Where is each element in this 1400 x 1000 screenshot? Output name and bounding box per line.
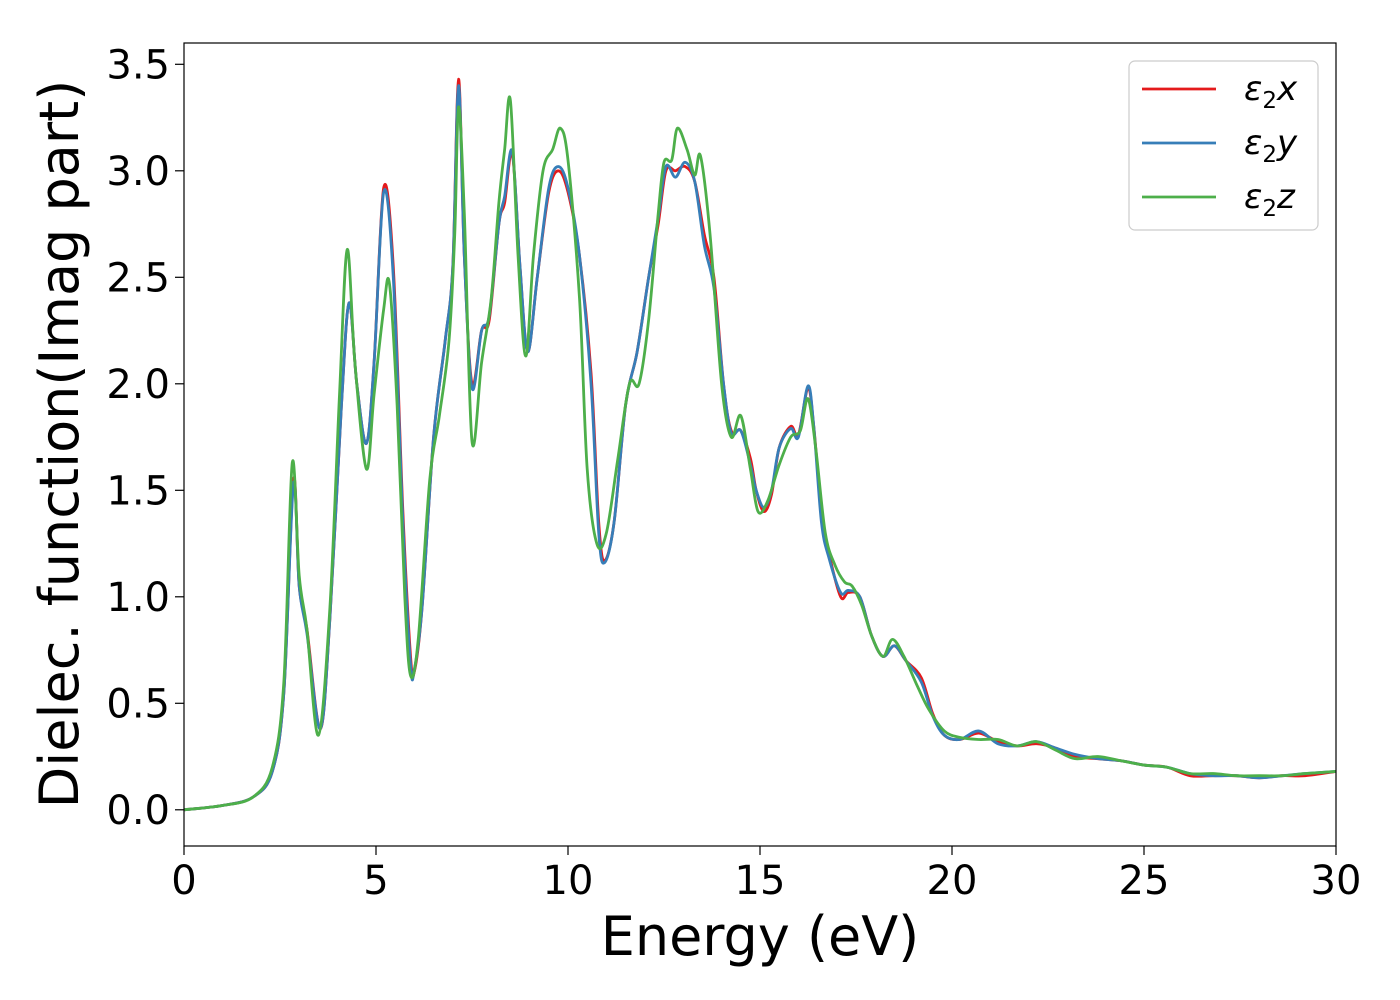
legend: ε2x ε2y ε2z <box>1128 60 1319 231</box>
y-tick-label: 2.0 <box>106 362 170 408</box>
x-tick-label: 15 <box>735 858 786 904</box>
legend-label-2: ε2y <box>1244 123 1298 168</box>
y-tick-label: 3.0 <box>106 149 170 195</box>
x-axis-ticks: 0 5 10 15 20 25 30 <box>171 846 1361 904</box>
legend-label-3: ε2z <box>1244 177 1296 222</box>
series-line-3 <box>184 95 1336 812</box>
x-axis-title: Energy (eV) <box>601 905 920 968</box>
y-tick-label: 0.0 <box>106 788 170 834</box>
series-line-2 <box>184 84 1336 812</box>
x-tick-label: 10 <box>543 858 594 904</box>
legend-box <box>1128 60 1319 231</box>
legend-label-1: ε2x <box>1244 69 1298 114</box>
series-layer <box>184 77 1336 812</box>
x-tick-label: 0 <box>171 858 196 904</box>
y-tick-label: 1.0 <box>106 575 170 621</box>
x-tick-label: 30 <box>1311 858 1362 904</box>
y-tick-label: 1.5 <box>106 468 170 514</box>
y-tick-label: 3.5 <box>106 42 170 88</box>
y-axis-title: Dielec. function(Imag part) <box>28 80 91 809</box>
x-tick-label: 5 <box>363 858 388 904</box>
y-tick-label: 0.5 <box>106 681 170 727</box>
y-axis-ticks: 0.0 0.5 1.0 1.5 2.0 2.5 3.0 3.5 <box>106 42 184 834</box>
y-tick-label: 2.5 <box>106 255 170 301</box>
x-tick-label: 20 <box>927 858 978 904</box>
x-tick-label: 25 <box>1119 858 1170 904</box>
